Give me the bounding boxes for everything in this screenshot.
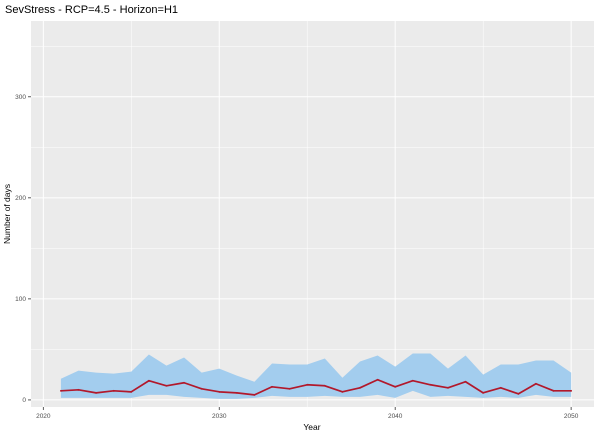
x-tick-label: 2020 <box>36 413 51 420</box>
median-point <box>482 391 485 394</box>
y-tick-label: 300 <box>15 94 26 101</box>
median-point <box>447 386 449 389</box>
median-point <box>60 389 62 392</box>
median-points <box>60 378 573 396</box>
median-point <box>411 379 414 382</box>
median-point <box>306 383 309 386</box>
median-point <box>499 386 502 389</box>
median-point <box>253 393 256 396</box>
median-point <box>165 384 168 387</box>
y-tick-label: 100 <box>15 296 26 303</box>
median-point <box>464 380 467 383</box>
median-point <box>271 385 273 388</box>
x-axis-ticks: 2020 2030 2040 2050 <box>36 407 579 420</box>
y-axis-label: Number of days <box>2 184 12 244</box>
median-point <box>552 389 555 392</box>
median-point <box>112 389 115 392</box>
y-axis-ticks: 0 100 200 300 <box>15 94 31 404</box>
median-point <box>429 383 432 386</box>
median-point <box>570 389 573 392</box>
median-point <box>183 381 185 384</box>
median-point <box>376 378 379 381</box>
y-tick-label: 200 <box>15 195 26 202</box>
median-point <box>95 391 97 394</box>
median-line <box>60 378 572 396</box>
median-point <box>288 387 291 390</box>
x-axis-label: Year <box>303 422 320 432</box>
x-tick-label: 2040 <box>388 413 403 420</box>
median-point <box>130 390 133 393</box>
median-series <box>60 378 572 396</box>
median-point <box>218 390 221 393</box>
minor-gridlines <box>31 21 594 407</box>
chart-title: SevStress - RCP=4.5 - Horizon=H1 <box>5 4 178 16</box>
median-point <box>341 390 344 393</box>
median-point <box>200 387 203 390</box>
major-gridlines <box>31 21 594 407</box>
median-point <box>77 388 80 391</box>
median-point <box>394 385 397 388</box>
plot-panel <box>31 21 594 407</box>
median-point <box>535 382 537 385</box>
median-point <box>359 386 361 389</box>
x-tick-label: 2030 <box>212 413 227 420</box>
median-point <box>517 392 520 395</box>
median-point <box>147 379 150 382</box>
x-tick-label: 2050 <box>564 413 579 420</box>
y-tick-label: 0 <box>22 397 26 404</box>
median-point <box>323 384 326 387</box>
median-point <box>235 391 238 394</box>
